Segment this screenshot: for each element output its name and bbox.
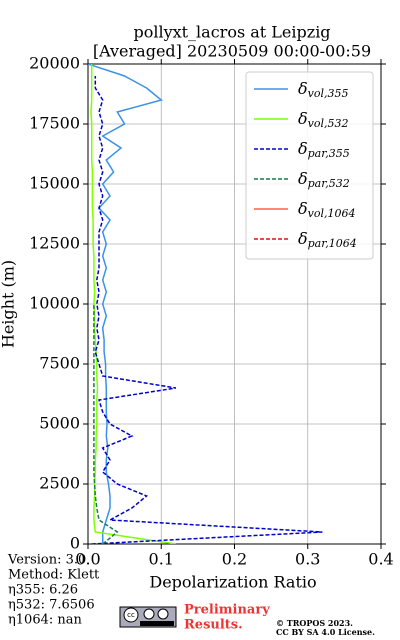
- info-text: η532: 7.6506: [8, 598, 95, 613]
- y-tick-label: 20000: [29, 54, 80, 73]
- x-tick-label: 0.2: [222, 550, 247, 569]
- legend-label: δpar,355: [298, 139, 350, 161]
- y-tick-label: 10000: [29, 294, 80, 313]
- preliminary: Preliminary: [184, 603, 270, 618]
- preliminary: Results.: [184, 618, 243, 633]
- svg-text:cc: cc: [127, 611, 135, 619]
- info-text: η1064: nan: [8, 613, 83, 628]
- legend-box: [245, 71, 374, 260]
- y-tick-label: 5000: [39, 414, 80, 433]
- cc-logo: cc: [119, 606, 177, 628]
- legend-label: δvol,532: [298, 109, 349, 131]
- copyright: © TROPOS 2023.: [276, 618, 353, 628]
- y-tick-label: 2500: [39, 474, 80, 493]
- copyright: CC BY SA 4.0 License.: [276, 627, 375, 637]
- legend-label: δvol,1064: [298, 199, 356, 221]
- y-tick-label: 7500: [39, 354, 80, 373]
- profile-line: [88, 64, 163, 544]
- chart-title: pollyxt_lacros at Leipzig: [133, 23, 330, 42]
- y-axis-label: Height (m): [0, 260, 18, 348]
- y-tick-label: 15000: [29, 174, 80, 193]
- y-tick-label: 17500: [29, 114, 80, 133]
- legend-label: δpar,1064: [298, 229, 357, 251]
- profile-line: [90, 64, 177, 544]
- info-text: η355: 6.26: [8, 583, 78, 598]
- legend-label: δpar,532: [298, 169, 350, 191]
- profile-line: [93, 304, 119, 544]
- x-axis-label: Depolarization Ratio: [149, 573, 316, 592]
- x-tick-label: 0.0: [75, 550, 100, 569]
- chart-title: [Averaged] 20230509 00:00-00:59: [93, 42, 371, 61]
- x-tick-label: 0.1: [149, 550, 174, 569]
- y-tick-label: 12500: [29, 234, 80, 253]
- info-text: Version: 3.0: [7, 553, 86, 568]
- y-tick-label: 0: [70, 534, 80, 553]
- plot-frame: [87, 63, 382, 545]
- x-tick-label: 0.4: [368, 550, 393, 569]
- info-text: Method: Klett: [8, 568, 100, 583]
- x-tick-label: 0.3: [295, 550, 320, 569]
- legend-label: δvol,355: [298, 79, 349, 101]
